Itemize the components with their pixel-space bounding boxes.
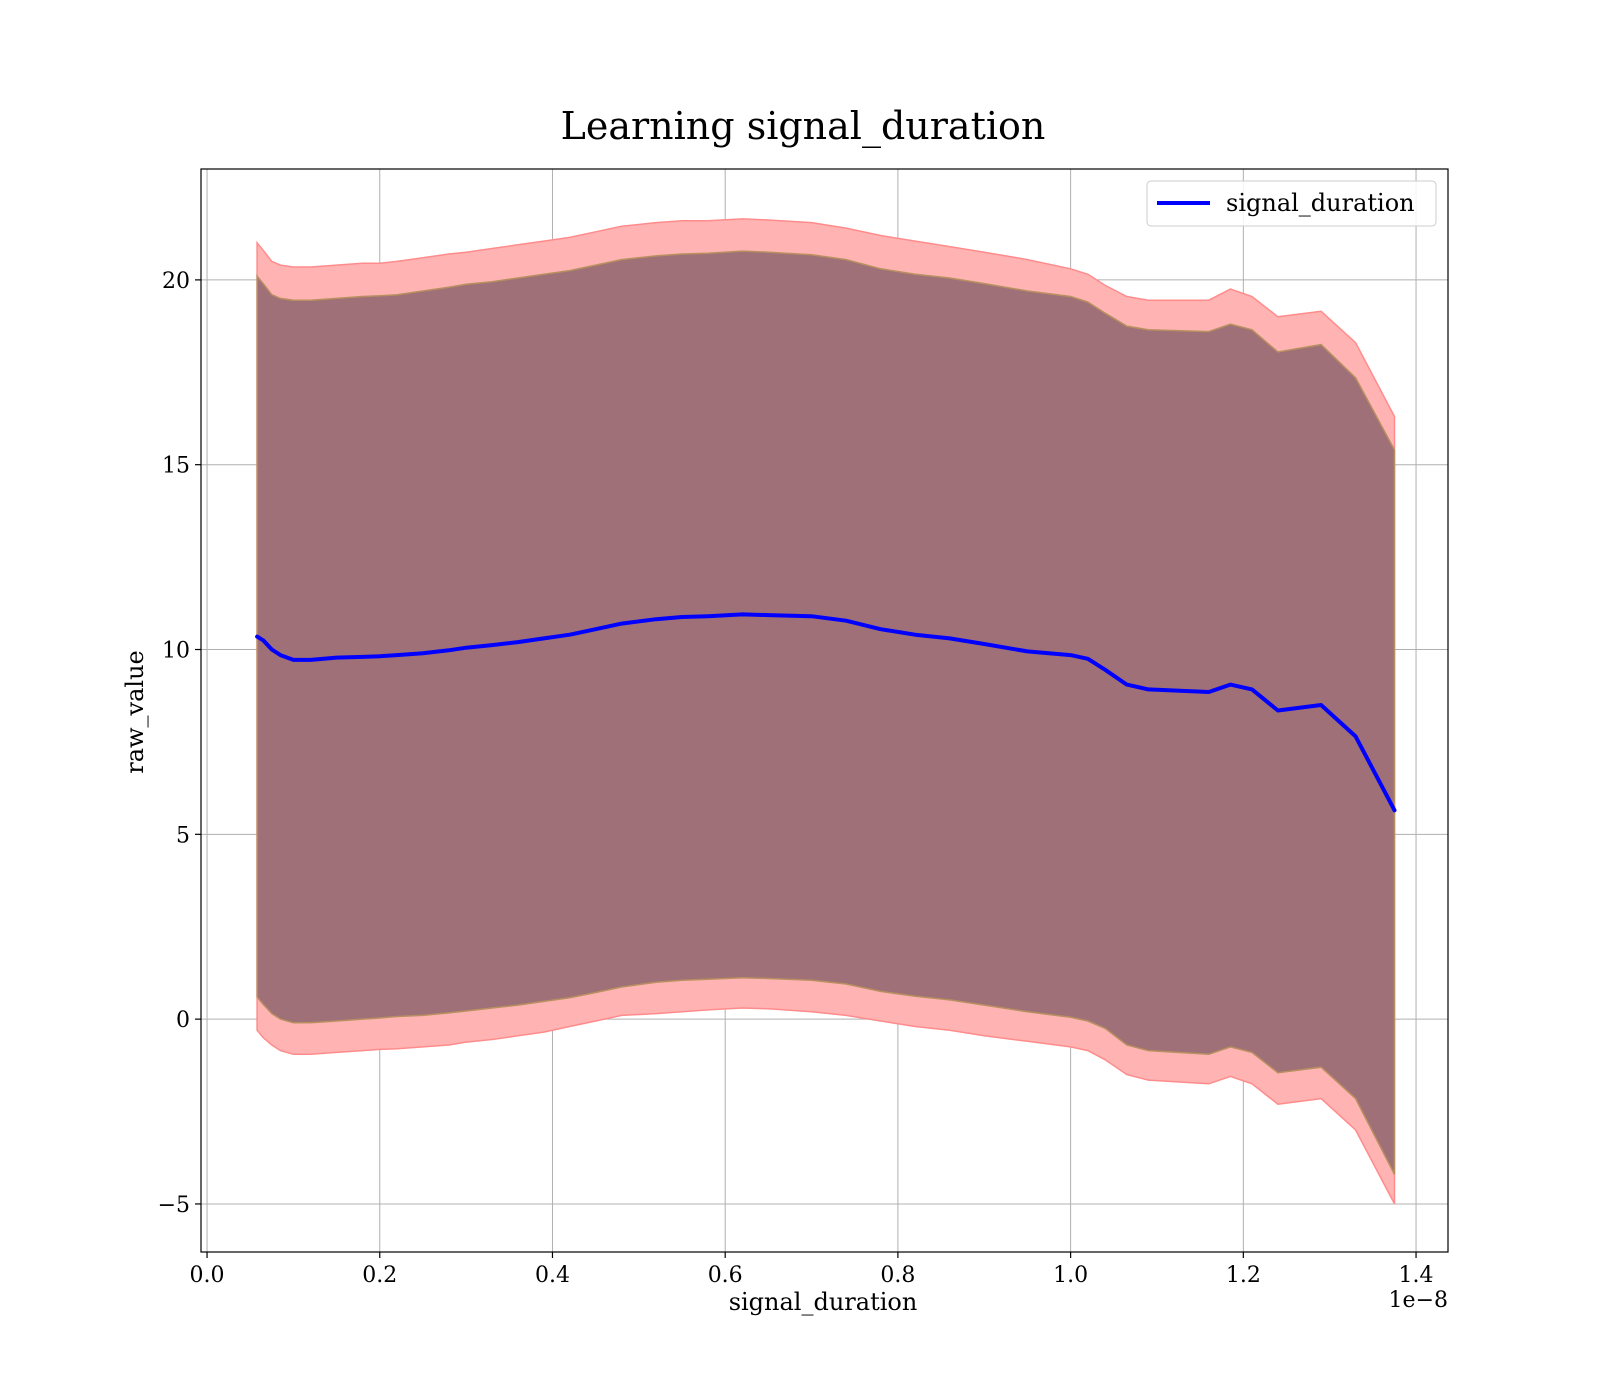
legend-box: [1146, 180, 1437, 227]
y-tick-label: −5: [158, 1193, 190, 1218]
x-axis-offset-label: 1e−8: [1389, 1288, 1448, 1313]
y-tick-label: 5: [176, 823, 190, 848]
inner-band: [256, 250, 1396, 1175]
x-tick-label: 0.4: [535, 1263, 570, 1288]
chart-title: Learning signal_duration: [561, 104, 1046, 149]
confidence-bands: [256, 218, 1396, 1205]
legend: signal_duration: [1146, 180, 1437, 227]
y-axis-ticks: −5 0 5 10 15 20: [158, 269, 201, 1218]
x-tick-label: 0.2: [362, 1263, 397, 1288]
x-tick-label: 1.2: [1226, 1263, 1261, 1288]
x-tick-label: 1.0: [1053, 1263, 1088, 1288]
legend-label: signal_duration: [1226, 189, 1415, 217]
x-tick-label: 0.8: [880, 1263, 915, 1288]
y-tick-label: 20: [162, 269, 190, 294]
y-axis-label: raw_value: [121, 650, 149, 774]
plot-frame: [200, 168, 1449, 1253]
y-tick-label: 0: [176, 1008, 190, 1033]
series-lines: [255, 612, 1397, 813]
series-line-signal_duration: [255, 612, 1397, 813]
y-tick-label: 15: [162, 454, 190, 479]
x-axis-label: signal_duration: [729, 1288, 918, 1316]
y-tick-label: 10: [162, 639, 190, 664]
x-tick-label: 0.6: [708, 1263, 743, 1288]
x-tick-label: 0.0: [190, 1263, 225, 1288]
x-axis-ticks: 0.0 0.2 0.4 0.6 0.8 1.0 1.2 1.4: [190, 1252, 1434, 1288]
x-tick-label: 1.4: [1399, 1263, 1434, 1288]
